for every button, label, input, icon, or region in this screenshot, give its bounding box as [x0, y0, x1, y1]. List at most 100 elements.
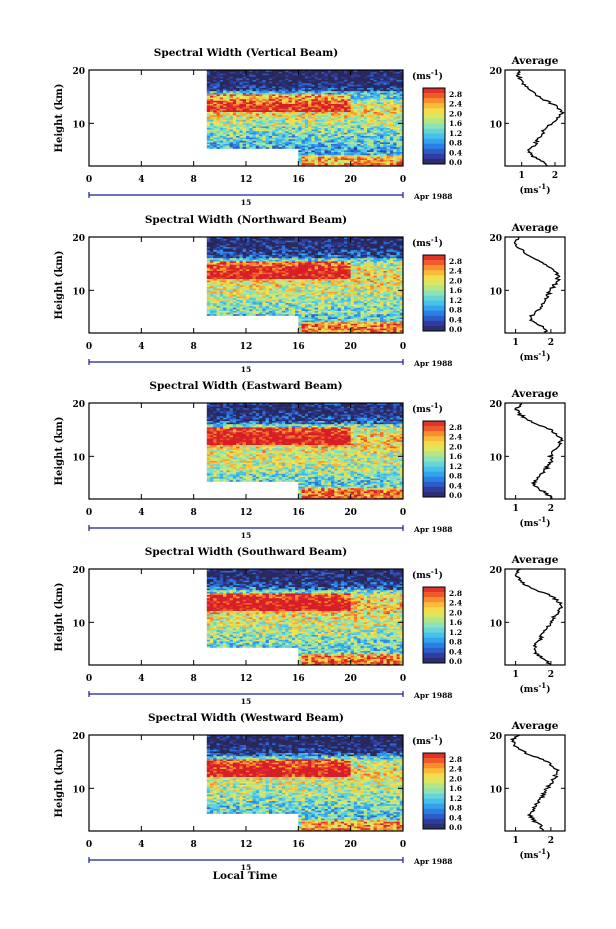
heatmap-cell: [304, 264, 309, 267]
heatmap-cell: [340, 116, 345, 119]
heatmap-cell: [318, 81, 322, 84]
heatmap-cell: [324, 138, 329, 141]
heatmap-cell: [340, 87, 345, 90]
heatmap-cell: [242, 280, 247, 283]
heatmap-cell: [210, 253, 214, 255]
heatmap-cell: [298, 291, 302, 294]
heatmap-cell: [370, 106, 374, 109]
heatmap-cell: [265, 138, 270, 141]
heatmap-cell: [223, 257, 227, 260]
heatmap-cell: [262, 78, 267, 80]
heatmap-cell: [239, 106, 244, 109]
heatmap-cell: [288, 79, 293, 82]
heatmap-cell: [272, 87, 276, 90]
heatmap-cell: [239, 143, 244, 146]
heatmap-cell: [376, 100, 381, 103]
heatmap-cell: [373, 134, 378, 136]
heatmap-cell: [275, 90, 280, 93]
heatmap-cell: [255, 237, 260, 239]
heatmap-cell: [363, 153, 368, 156]
heatmap-cell: [226, 237, 231, 239]
heatmap-cell: [376, 151, 381, 154]
heatmap-cell: [219, 100, 224, 103]
heatmap-cell: [311, 118, 316, 120]
heatmap-cell: [226, 94, 231, 96]
heatmap-cell: [213, 261, 217, 263]
heatmap-cell: [344, 143, 348, 146]
heatmap-cell: [226, 92, 231, 95]
heatmap-cell: [344, 158, 348, 160]
heatmap-cell: [206, 98, 211, 101]
heatmap-cell: [268, 249, 273, 252]
heatmap-cell: [353, 154, 358, 157]
heatmap-cell: [295, 238, 299, 241]
heatmap-cell: [295, 84, 299, 87]
heatmap-cell: [367, 110, 371, 112]
heatmap-cell: [357, 105, 361, 108]
heatmap-cell: [367, 138, 371, 141]
heatmap-cell: [262, 110, 267, 112]
heatmap-cell: [259, 293, 263, 295]
heatmap-cell: [265, 121, 270, 124]
heatmap-cell: [363, 71, 368, 74]
heatmap-cell: [262, 291, 267, 294]
heatmap-cell: [259, 127, 263, 130]
heatmap-cell: [232, 97, 237, 100]
heatmap-cell: [383, 70, 388, 72]
heatmap-cell: [363, 92, 368, 95]
heatmap-cell: [298, 105, 302, 108]
heatmap-cell: [318, 74, 322, 77]
heatmap-cell: [350, 130, 355, 133]
heatmap-cell: [327, 100, 332, 103]
heatmap-cell: [288, 130, 293, 133]
heatmap-cell: [246, 291, 250, 294]
heatmap-cell: [206, 241, 211, 244]
heatmap-cell: [249, 81, 253, 84]
heatmap-cell: [386, 145, 391, 148]
heatmap-cell: [242, 110, 247, 112]
heatmap-cell: [210, 288, 214, 291]
heatmap-cell: [321, 94, 325, 96]
heatmap-cell: [383, 162, 388, 165]
heatmap-cell: [393, 78, 397, 80]
heatmap-cell: [278, 86, 283, 88]
heatmap-cell: [324, 161, 329, 164]
heatmap-cell: [324, 71, 329, 74]
heatmap-cell: [246, 103, 250, 106]
heatmap-cell: [376, 103, 381, 106]
heatmap-cell: [298, 92, 302, 95]
heatmap-cell: [367, 98, 371, 101]
heatmap-cell: [288, 84, 293, 87]
heatmap-cell: [334, 154, 338, 157]
heatmap-cell: [350, 113, 355, 116]
heatmap-cell: [383, 127, 388, 130]
heatmap-cell: [262, 267, 267, 270]
heatmap-cell: [301, 305, 306, 308]
heatmap-cell: [252, 127, 257, 130]
heatmap-cell: [389, 161, 394, 164]
heatmap-cell: [282, 248, 286, 251]
heatmap-cell: [370, 73, 374, 76]
heatmap-cell: [380, 143, 384, 146]
heatmap-cell: [314, 103, 319, 106]
heatmap-cell: [373, 114, 378, 117]
heatmap-cell: [249, 145, 253, 148]
heatmap-cell: [223, 116, 227, 119]
heatmap-cell: [337, 102, 342, 104]
heatmap-cell: [301, 132, 306, 135]
heatmap-cell: [285, 293, 289, 295]
heatmap-cell: [301, 296, 306, 299]
heatmap-cell: [327, 135, 332, 138]
heatmap-cell: [255, 246, 260, 249]
heatmap-cell: [272, 86, 276, 88]
heatmap-cell: [360, 86, 365, 88]
heatmap-cell: [223, 267, 227, 270]
heatmap-cell: [206, 310, 211, 313]
heatmap-cell: [255, 301, 260, 303]
heatmap-cell: [393, 76, 397, 79]
heatmap-cell: [321, 87, 325, 90]
heatmap-cell: [291, 84, 296, 87]
heatmap-cell: [210, 304, 214, 307]
heatmap-cell: [213, 132, 217, 135]
heatmap-cell: [255, 254, 260, 257]
